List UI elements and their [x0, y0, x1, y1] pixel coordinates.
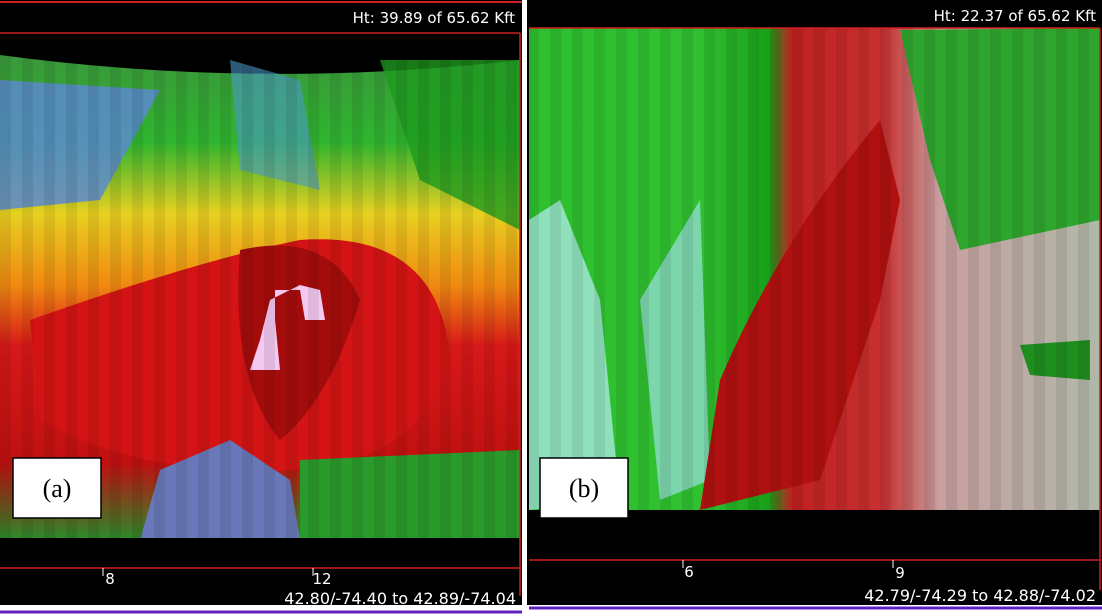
tick-label: 6: [684, 563, 694, 581]
texture: [529, 28, 1100, 512]
label-box: [12, 457, 102, 519]
tick-label: 8: [105, 570, 115, 588]
panel-label: (b): [569, 474, 599, 503]
height-text: Ht: 39.89 of 65.62 Kft: [353, 9, 515, 27]
tick-label: 9: [895, 564, 905, 582]
panel-label: (a): [43, 474, 72, 503]
panel-a: Ht: 39.89 of 65.62 Kft 8 12 42.80/-74.40…: [0, 0, 522, 614]
height-text: Ht: 22.37 of 65.62 Kft: [934, 7, 1096, 25]
label-box: [539, 457, 629, 519]
panel-b: Ht: 22.37 of 65.62 Kft 6 9 42.79/-74.29 …: [527, 0, 1102, 610]
coordinates: 42.79/-74.29 to 42.88/-74.02: [864, 586, 1096, 605]
coordinates: 42.80/-74.40 to 42.89/-74.04: [284, 589, 516, 608]
footer: [529, 510, 1100, 588]
texture: [0, 30, 520, 540]
tick-label: 12: [312, 570, 331, 588]
